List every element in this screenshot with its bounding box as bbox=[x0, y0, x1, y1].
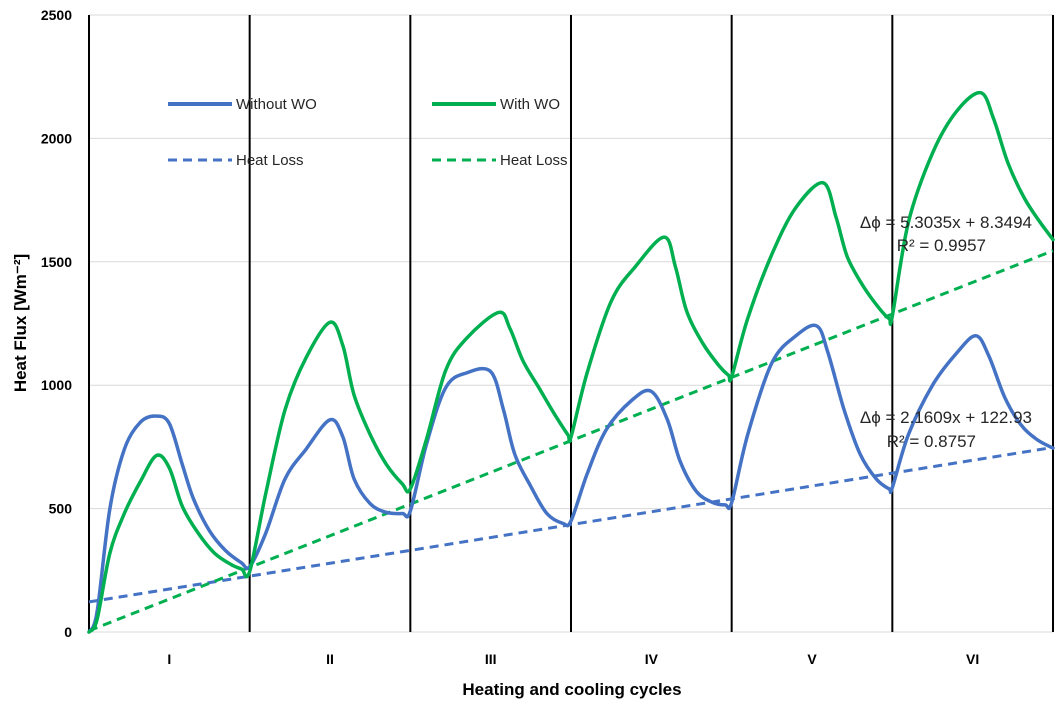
legend-label-without-wo: Without WO bbox=[236, 96, 317, 113]
y-axis-title: Heat Flux [Wm⁻²] bbox=[11, 254, 30, 392]
x-tick-label-IV: IV bbox=[645, 651, 659, 667]
blue-trend-equation: Δϕ = 2.1609x + 122.93 bbox=[860, 408, 1032, 427]
y-tick-label: 1000 bbox=[41, 377, 72, 393]
legend-item-heat-loss-green: Heat Loss bbox=[432, 152, 568, 169]
y-tick-label: 2000 bbox=[41, 130, 72, 146]
y-tick-label: 1500 bbox=[41, 254, 72, 270]
trendline-heat-loss-blue bbox=[88, 445, 1054, 604]
series-lines bbox=[87, 90, 1055, 634]
legend-item-with-wo: With WO bbox=[432, 96, 560, 113]
cycle-dividers bbox=[88, 15, 1054, 632]
x-tick-label-II: II bbox=[326, 651, 334, 667]
legend-label-with-wo: With WO bbox=[500, 96, 560, 113]
trendline-annotations: Δϕ = 5.3035x + 8.3494 R² = 0.9957 Δϕ = 2… bbox=[860, 213, 1032, 451]
legend-item-heat-loss-blue: Heat Loss bbox=[168, 152, 304, 169]
legend-label-heat-loss-blue: Heat Loss bbox=[236, 152, 304, 169]
y-tick-label: 0 bbox=[64, 624, 72, 640]
x-tick-label-III: III bbox=[485, 651, 497, 667]
legend-item-without-wo: Without WO bbox=[168, 96, 317, 113]
green-trend-equation: Δϕ = 5.3035x + 8.3494 bbox=[860, 213, 1032, 232]
legend-label-heat-loss-green: Heat Loss bbox=[500, 152, 568, 169]
x-axis-title: Heating and cooling cycles bbox=[462, 680, 681, 699]
x-tick-label-V: V bbox=[807, 651, 817, 667]
y-tick-label: 500 bbox=[49, 501, 73, 517]
x-tick-label-I: I bbox=[167, 651, 171, 667]
series-without-wo bbox=[87, 323, 1055, 634]
x-tick-label-VI: VI bbox=[966, 651, 979, 667]
series-with-wo bbox=[87, 90, 1055, 634]
legend: Without WO With WO Heat Loss Heat Loss bbox=[168, 96, 568, 169]
y-tick-label: 2500 bbox=[41, 7, 72, 23]
green-trend-r2: R² = 0.9957 bbox=[897, 236, 986, 255]
blue-trend-r2: R² = 0.8757 bbox=[887, 432, 976, 451]
